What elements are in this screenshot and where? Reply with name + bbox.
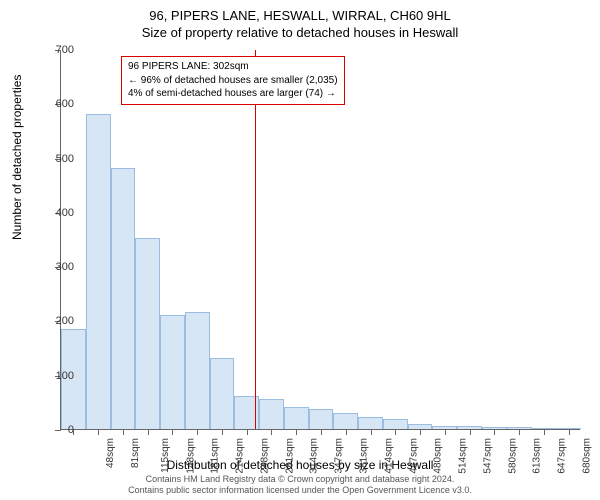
annotation-line-2: ← 96% of detached houses are smaller (2,… — [128, 74, 338, 88]
x-tick — [420, 429, 421, 435]
histogram-bar — [185, 312, 210, 429]
y-tick-label: 300 — [56, 261, 74, 273]
x-tick — [395, 429, 396, 435]
x-tick — [494, 429, 495, 435]
x-tick — [544, 429, 545, 435]
y-tick-label: 600 — [56, 98, 74, 110]
histogram-bar — [160, 315, 185, 429]
x-tick — [371, 429, 372, 435]
reference-line — [255, 50, 256, 429]
x-tick-label: 248sqm — [260, 438, 271, 474]
histogram-bar — [86, 114, 111, 429]
x-tick-label: 680sqm — [581, 438, 592, 474]
x-tick-label: 48sqm — [105, 438, 116, 468]
x-tick — [296, 429, 297, 435]
page-title-address: 96, PIPERS LANE, HESWALL, WIRRAL, CH60 9… — [0, 0, 600, 23]
x-tick — [519, 429, 520, 435]
histogram-bar — [259, 399, 284, 429]
annotation-box: 96 PIPERS LANE: 302sqm ← 96% of detached… — [121, 56, 345, 105]
x-tick-label: 414sqm — [383, 438, 394, 474]
page-subtitle: Size of property relative to detached ho… — [0, 23, 600, 40]
y-tick-label: 400 — [56, 207, 74, 219]
x-tick-label: 181sqm — [210, 438, 221, 474]
x-tick — [197, 429, 198, 435]
x-tick-label: 214sqm — [235, 438, 246, 474]
x-tick — [172, 429, 173, 435]
x-tick — [247, 429, 248, 435]
annotation-line-1: 96 PIPERS LANE: 302sqm — [128, 60, 338, 74]
histogram-bar — [358, 417, 383, 429]
annotation-line-3: 4% of semi-detached houses are larger (7… — [128, 87, 338, 101]
x-tick-label: 148sqm — [185, 438, 196, 474]
x-tick — [569, 429, 570, 435]
bar-series — [61, 49, 581, 429]
x-tick — [148, 429, 149, 435]
histogram-chart: 96 PIPERS LANE: 302sqm ← 96% of detached… — [60, 50, 580, 430]
x-tick-label: 81sqm — [130, 438, 141, 468]
histogram-bar — [111, 168, 136, 429]
histogram-bar — [135, 238, 160, 429]
x-tick-label: 314sqm — [309, 438, 320, 474]
y-tick-label: 700 — [56, 44, 74, 56]
x-tick — [98, 429, 99, 435]
x-tick — [271, 429, 272, 435]
y-tick — [55, 430, 61, 431]
y-axis-label: Number of detached properties — [10, 75, 24, 240]
x-tick-label: 613sqm — [532, 438, 543, 474]
x-tick-label: 447sqm — [408, 438, 419, 474]
plot-area: 96 PIPERS LANE: 302sqm ← 96% of detached… — [60, 50, 580, 430]
y-tick-label: 0 — [68, 424, 74, 436]
x-tick-label: 547sqm — [482, 438, 493, 474]
x-tick — [346, 429, 347, 435]
x-tick — [321, 429, 322, 435]
x-tick-label: 647sqm — [557, 438, 568, 474]
histogram-bar — [284, 407, 309, 429]
histogram-bar — [210, 358, 235, 429]
footer-attribution: Contains HM Land Registry data © Crown c… — [0, 474, 600, 497]
y-tick-label: 500 — [56, 153, 74, 165]
footer-line-1: Contains HM Land Registry data © Crown c… — [0, 474, 600, 485]
x-tick-label: 347sqm — [334, 438, 345, 474]
x-tick-label: 580sqm — [507, 438, 518, 474]
x-tick-label: 480sqm — [433, 438, 444, 474]
histogram-bar — [309, 409, 334, 429]
footer-line-2: Contains public sector information licen… — [0, 485, 600, 496]
x-tick-label: 381sqm — [359, 438, 370, 474]
x-tick — [123, 429, 124, 435]
x-tick-label: 514sqm — [458, 438, 469, 474]
x-tick-label: 281sqm — [284, 438, 295, 474]
histogram-bar — [383, 419, 408, 429]
x-tick-label: 115sqm — [160, 438, 171, 473]
x-tick — [445, 429, 446, 435]
x-tick — [470, 429, 471, 435]
x-tick — [222, 429, 223, 435]
y-tick-label: 200 — [56, 315, 74, 327]
histogram-bar — [333, 413, 358, 429]
y-tick-label: 100 — [56, 370, 74, 382]
